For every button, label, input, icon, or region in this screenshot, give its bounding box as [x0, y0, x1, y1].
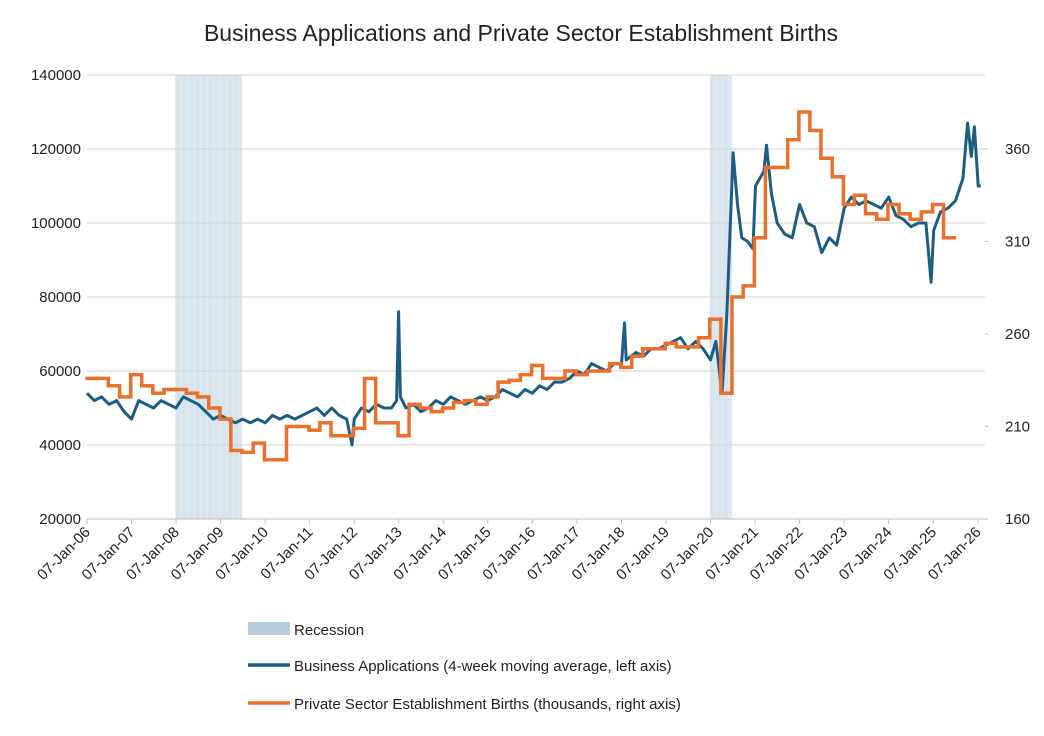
series-step-connector	[106, 112, 946, 460]
chart-title: Business Applications and Private Sector…	[204, 20, 838, 46]
y2-tick-label: 160	[1005, 511, 1030, 528]
y-tick-label: 60000	[39, 363, 81, 380]
y2-tick-label: 210	[1005, 419, 1030, 436]
y2-tick-label: 360	[1005, 141, 1030, 158]
y2-tick-label: 260	[1005, 326, 1030, 343]
y-tick-label: 80000	[39, 289, 81, 306]
y-tick-label: 140000	[31, 67, 81, 84]
legend-swatch	[248, 622, 290, 635]
y-tick-label: 100000	[31, 215, 81, 232]
legend-label: Private Sector Establishment Births (tho…	[294, 696, 681, 713]
y-tick-label: 40000	[39, 437, 81, 454]
legend-label: Business Applications (4-week moving ave…	[294, 658, 672, 675]
legend-label: Recession	[294, 622, 364, 639]
y-tick-label: 120000	[31, 141, 81, 158]
y-tick-label: 20000	[39, 511, 81, 528]
series-line	[85, 121, 981, 447]
y2-tick-label: 310	[1005, 234, 1030, 251]
